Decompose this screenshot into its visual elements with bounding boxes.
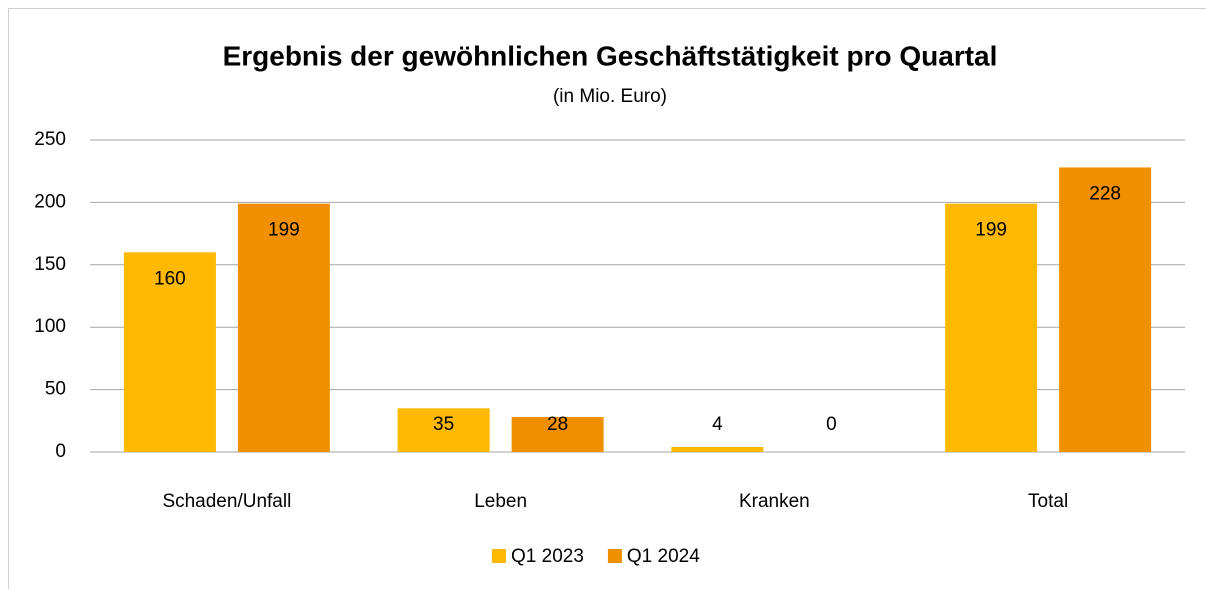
value-label: 199 bbox=[268, 220, 300, 241]
chart-title: Ergebnis der gewöhnlichen Geschäftstätig… bbox=[223, 40, 998, 71]
chart-subtitle: (in Mio. Euro) bbox=[553, 86, 667, 107]
y-tick-label: 100 bbox=[34, 316, 66, 337]
x-tick-label: Schaden/Unfall bbox=[162, 491, 291, 512]
x-tick-label: Leben bbox=[474, 491, 527, 512]
y-tick-label: 0 bbox=[55, 441, 66, 462]
y-tick-label: 250 bbox=[34, 129, 66, 150]
y-tick-label: 150 bbox=[34, 254, 66, 275]
x-tick-label: Total bbox=[1028, 491, 1068, 512]
value-label: 160 bbox=[154, 268, 186, 289]
bar bbox=[237, 203, 330, 452]
bar bbox=[397, 408, 490, 452]
value-label: 28 bbox=[547, 414, 568, 435]
bar bbox=[1059, 167, 1152, 452]
value-label: 35 bbox=[433, 414, 454, 435]
value-label: 0 bbox=[826, 414, 837, 435]
bar bbox=[671, 447, 764, 452]
legend-label: Q1 2023 bbox=[511, 546, 584, 567]
y-tick-label: 50 bbox=[45, 379, 66, 400]
legend-swatch bbox=[607, 549, 622, 563]
legend-swatch bbox=[492, 549, 506, 563]
value-label: 199 bbox=[975, 220, 1007, 241]
x-tick-label: Kranken bbox=[739, 491, 810, 512]
value-label: 4 bbox=[712, 414, 723, 435]
value-label: 228 bbox=[1089, 183, 1121, 204]
legend-label: Q1 2024 bbox=[627, 546, 700, 567]
bar bbox=[511, 417, 604, 452]
y-tick-label: 200 bbox=[34, 191, 66, 212]
bar bbox=[123, 252, 216, 452]
bar bbox=[945, 203, 1038, 452]
chart-border bbox=[8, 8, 1206, 589]
